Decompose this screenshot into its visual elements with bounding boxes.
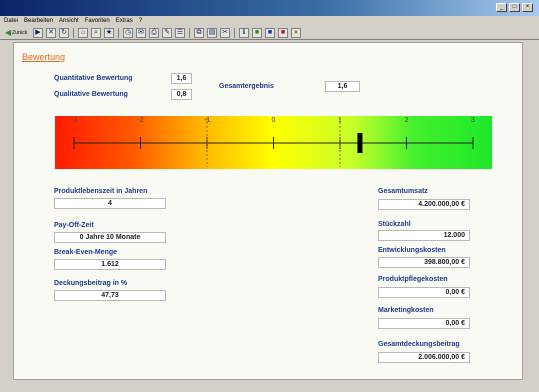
total-result-field: 1,6 [325,81,360,92]
menu-item-ansicht[interactable]: Ansicht [59,18,79,24]
main-content: Bewertung Quantitative Bewertung 1,6 Qua… [13,42,523,380]
left-field-1-value: 0 Jahre 10 Monate [54,232,166,243]
right-field-0-value: 4.200.000,00 € [378,199,470,210]
toolbar-separator [73,27,74,38]
menu-item-help[interactable]: ? [138,18,143,24]
left-field-1-label: Pay-Off-Zeit [54,222,94,229]
section-title[interactable]: Bewertung [22,52,66,62]
right-field-5-value: 2.006.000,00 € [378,352,470,363]
refresh-icon[interactable]: ↻ [59,27,69,38]
menu-bar: Datei Bearbeiten Ansicht Favoriten Extra… [0,16,539,26]
right-field-3-label: Produktpflegekosten [378,276,448,283]
scale-tick-label: 1 [338,117,342,124]
qual-rating-field: 0,8 [171,89,192,100]
quant-rating-field: 1,6 [171,73,192,84]
maximize-button[interactable]: □ [509,3,520,12]
left-field-2-label: Break-Even-Menge [54,249,118,256]
print-icon[interactable]: ⎙ [149,27,159,38]
right-field-1-label: Stückzahl [378,221,411,228]
pdf-icon[interactable]: ■ [278,27,288,38]
window-controls: _ □ × [496,3,533,12]
excel-icon[interactable]: ■ [252,27,262,38]
scale-result-marker [357,133,363,153]
quant-rating-label: Quantitative Bewertung [54,75,133,82]
edit-icon[interactable]: ✎ [162,27,172,38]
menu-item-favoriten[interactable]: Favoriten [84,18,110,24]
right-field-2-value: 398.800,00 € [378,257,470,268]
toolbar-separator [118,27,119,38]
menu-item-bearbeiten[interactable]: Bearbeiten [24,18,54,24]
qual-rating-label: Qualitative Bewertung [54,91,128,98]
favorites-icon[interactable]: ★ [104,27,114,38]
back-button-label: Zurück [12,29,28,36]
left-field-3-value: 47,73 [54,290,166,301]
scale-tick-label: -2 [137,117,144,124]
search-icon[interactable]: ⌕ [91,27,101,38]
left-field-0-label: Produktlebenszeit in Jahren [54,188,148,195]
toolbar: ◀ Zurück ▶ ✕ ↻ ⌂ ⌕ ★ ◷ ✉ ⎙ ✎ ☰ ⧉ ▤ ✂ ℹ ■… [0,26,539,40]
rating-scale: -3 -2 -1 0 1 2 3 [55,116,492,169]
rating-scale-axis [73,118,474,167]
home-icon[interactable]: ⌂ [78,27,88,38]
paste-icon[interactable]: ▤ [207,27,217,38]
minimize-button[interactable]: _ [496,3,507,12]
stop-icon[interactable]: ✕ [46,27,56,38]
discuss-icon[interactable]: ☰ [175,27,185,38]
left-field-2-value: 1.612 [54,259,166,270]
right-field-2-label: Entwicklungskosten [378,247,446,254]
history-icon[interactable]: ◷ [123,27,133,38]
right-field-4-value: 0,00 € [378,318,470,329]
toolbar-separator [234,27,235,38]
copy-icon[interactable]: ⧉ [194,27,204,38]
left-field-3-label: Deckungsbeitrag in % [54,280,128,287]
close-button[interactable]: × [522,3,533,12]
right-field-3-value: 0,00 € [378,287,470,298]
scale-tick-label: 2 [404,117,409,124]
mail-icon[interactable]: ✉ [136,27,146,38]
back-button[interactable]: ◀ Zurück [4,27,30,38]
right-field-0-label: Gesamtumsatz [378,188,428,195]
window-titlebar: _ □ × [0,0,539,16]
forward-icon[interactable]: ▶ [33,27,43,38]
scale-tick-label: 3 [471,117,475,124]
scale-tick-label: -3 [70,117,78,124]
word-icon[interactable]: ■ [265,27,275,38]
back-arrow-icon: ◀ [5,27,12,37]
left-field-0-value: 4 [54,198,166,209]
scale-tick-label: 0 [271,117,276,124]
info-icon[interactable]: ℹ [239,27,249,38]
total-result-label: Gesamtergebnis [219,83,274,90]
menu-item-extras[interactable]: Extras [115,18,133,24]
right-field-1-value: 12.000 [378,230,470,241]
right-field-5-label: Gesamtdeckungsbeitrag [378,341,460,348]
menu-item-datei[interactable]: Datei [4,18,19,24]
toolbar-separator [189,27,190,38]
export-icon[interactable]: ● [291,27,301,38]
right-field-4-label: Marketingkosten [378,307,434,314]
cut-icon[interactable]: ✂ [220,27,230,38]
scale-tick-label: -1 [203,117,211,124]
